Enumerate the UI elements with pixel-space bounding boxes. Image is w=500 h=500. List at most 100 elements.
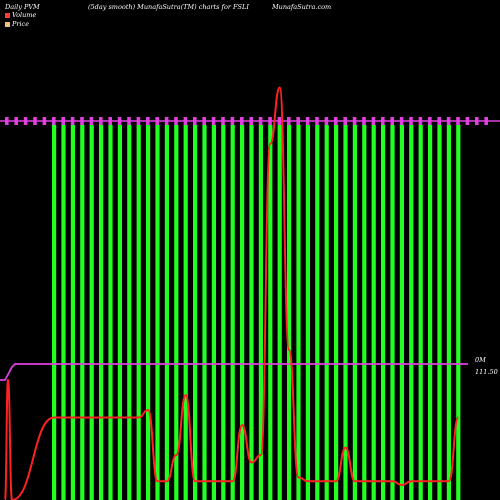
- volume-bar: [193, 125, 198, 500]
- price-marker: [352, 117, 357, 125]
- legend-price: Price: [5, 20, 29, 28]
- price-marker: [70, 117, 75, 125]
- price-marker: [277, 117, 282, 125]
- price-marker: [221, 117, 225, 125]
- volume-bar: [80, 125, 85, 500]
- price-marker: [296, 117, 300, 125]
- volume-bar: [211, 125, 216, 500]
- price-marker: [23, 117, 28, 125]
- volume-bar: [108, 125, 113, 500]
- price-marker: [456, 117, 460, 125]
- price-marker: [475, 117, 479, 125]
- price-marker: [108, 117, 112, 125]
- volume-bar: [117, 125, 122, 500]
- price-marker: [127, 117, 131, 125]
- price-marker: [240, 117, 244, 125]
- price-marker: [42, 117, 47, 125]
- volume-bar: [381, 125, 386, 500]
- price-marker: [437, 117, 441, 125]
- volume-bar: [52, 125, 57, 500]
- price-marker: [155, 117, 159, 125]
- legend-price-label: Price: [12, 20, 30, 28]
- volume-axis-label: 0M: [475, 356, 486, 364]
- price-marker: [117, 117, 122, 125]
- price-marker: [174, 117, 178, 125]
- price-marker: [33, 117, 37, 125]
- chart-header-left: Daily PVM: [5, 3, 40, 11]
- volume-bar: [136, 125, 141, 500]
- price-marker: [334, 117, 338, 125]
- volume-bar: [240, 125, 245, 500]
- legend-price-swatch: [5, 21, 10, 27]
- volume-bar: [409, 125, 414, 500]
- price-marker: [371, 117, 376, 125]
- volume-bar: [352, 125, 357, 500]
- price-marker: [230, 117, 235, 125]
- price-marker: [390, 117, 394, 125]
- price-marker: [249, 117, 253, 125]
- volume-bar: [305, 125, 310, 500]
- volume-bar: [399, 125, 404, 500]
- price-level-lower-line: [0, 363, 468, 381]
- volume-bar: [362, 125, 367, 500]
- volume-bar: [89, 125, 94, 500]
- volume-bar: [164, 125, 169, 500]
- price-marker: [99, 117, 103, 125]
- price-marker: [193, 117, 197, 125]
- price-marker: [446, 117, 451, 125]
- volume-bar: [183, 125, 188, 500]
- volume-bar: [174, 125, 179, 500]
- price-marker: [268, 117, 272, 125]
- price-marker: [428, 117, 432, 125]
- volume-bar: [61, 125, 66, 500]
- volume-bar: [343, 125, 348, 500]
- price-marker: [89, 117, 94, 125]
- chart-title: (5day smooth) MunafaSutra(TM) charts for…: [88, 3, 249, 11]
- volume-bar: [287, 125, 292, 500]
- volume-bar: [268, 125, 273, 500]
- price-marker: [14, 117, 18, 125]
- volume-bar: [277, 125, 282, 500]
- price-axis-label: 111.50: [475, 368, 498, 376]
- volume-bar: [258, 125, 263, 500]
- price-marker: [418, 117, 423, 125]
- volume-bar: [155, 125, 160, 500]
- volume-bar: [230, 125, 235, 500]
- volume-bar: [315, 125, 320, 500]
- price-marker: [80, 117, 84, 125]
- volume-bar: [390, 125, 395, 500]
- volume-bar: [446, 125, 451, 500]
- price-marker: [52, 117, 56, 125]
- volume-bar: [202, 125, 207, 500]
- price-marker: [465, 117, 470, 125]
- volume-bar: [221, 125, 226, 500]
- volume-bar: [456, 125, 461, 500]
- volume-bar: [70, 125, 75, 500]
- volume-bar: [418, 125, 423, 500]
- price-marker: [202, 117, 206, 125]
- price-marker: [409, 117, 413, 125]
- volume-bar: [371, 125, 376, 500]
- volume-bar: [127, 125, 132, 500]
- volume-bar: [437, 125, 442, 500]
- price-marker: [399, 117, 404, 125]
- price-marker: [5, 117, 9, 125]
- price-marker: [61, 117, 65, 125]
- legend-volume: Volume: [5, 11, 36, 19]
- volume-bar: [334, 125, 339, 500]
- price-marker: [381, 117, 385, 125]
- price-marker: [211, 117, 216, 125]
- price-marker: [183, 117, 188, 125]
- price-marker: [362, 117, 366, 125]
- legend-volume-swatch: [5, 12, 10, 18]
- volume-bar: [296, 125, 301, 500]
- price-marker: [164, 117, 169, 125]
- volume-bar: [99, 125, 104, 500]
- price-marker: [136, 117, 141, 125]
- volume-bar: [249, 125, 254, 500]
- price-marker: [258, 117, 263, 125]
- volume-bar: [428, 125, 433, 500]
- price-marker: [146, 117, 150, 125]
